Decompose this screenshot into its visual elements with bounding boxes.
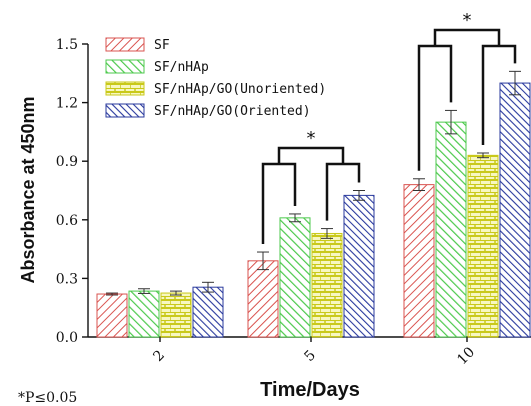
x-tick-label: 5 <box>301 347 319 365</box>
bar <box>160 292 192 338</box>
bar <box>499 82 531 338</box>
bar <box>247 260 279 338</box>
significance-star: * <box>463 10 472 31</box>
significance-bracket: * <box>261 128 361 245</box>
y-tick-label: 0.9 <box>56 154 78 170</box>
significance-bracket: * <box>417 10 517 171</box>
legend-swatch <box>105 103 145 118</box>
x-tick-label: 10 <box>454 344 478 368</box>
legend-label: SF/nHAp <box>154 60 209 75</box>
legend: SF SF/nHAp SF/nHAp/GO(Unoriented) SF/nHAp/G… <box>105 37 326 119</box>
bar <box>311 232 343 338</box>
significance-star: * <box>307 128 316 149</box>
legend-swatch <box>105 37 145 52</box>
bar <box>96 293 128 338</box>
legend-swatch <box>105 81 145 96</box>
y-tick-label: 0.6 <box>56 213 78 229</box>
x-ticks: 2 5 10 <box>150 337 478 368</box>
bracket-top <box>277 146 345 164</box>
bar <box>403 184 435 338</box>
y-tick-label: 1.2 <box>56 96 78 112</box>
bracket-top <box>433 28 501 46</box>
y-tick-label: 0.3 <box>56 271 78 287</box>
legend-swatch <box>105 59 145 74</box>
legend-label: SF/nHAp/GO(Unoriented) <box>154 82 326 97</box>
bar <box>467 154 499 338</box>
x-tick-label: 2 <box>150 347 168 365</box>
footnote: *P≤0.05 <box>18 390 77 406</box>
bar <box>192 286 224 338</box>
legend-label: SF <box>154 38 170 53</box>
y-tick-label: 1.5 <box>56 37 78 53</box>
bars <box>96 82 531 338</box>
bar <box>435 121 467 338</box>
bar <box>128 290 160 338</box>
y-tick-label: 0.0 <box>56 330 78 346</box>
y-ticks: 0.0 0.3 0.6 0.9 1.2 1.5 <box>56 37 88 346</box>
error-bars <box>106 70 521 296</box>
bar <box>343 194 375 338</box>
x-axis-title: Time/Days <box>260 379 360 401</box>
y-axis-title: Absorbance at 450nm <box>18 96 38 283</box>
bar <box>279 217 311 338</box>
legend-label: SF/nHAp/GO(Oriented) <box>154 104 311 119</box>
significance-brackets: ** <box>261 10 517 245</box>
